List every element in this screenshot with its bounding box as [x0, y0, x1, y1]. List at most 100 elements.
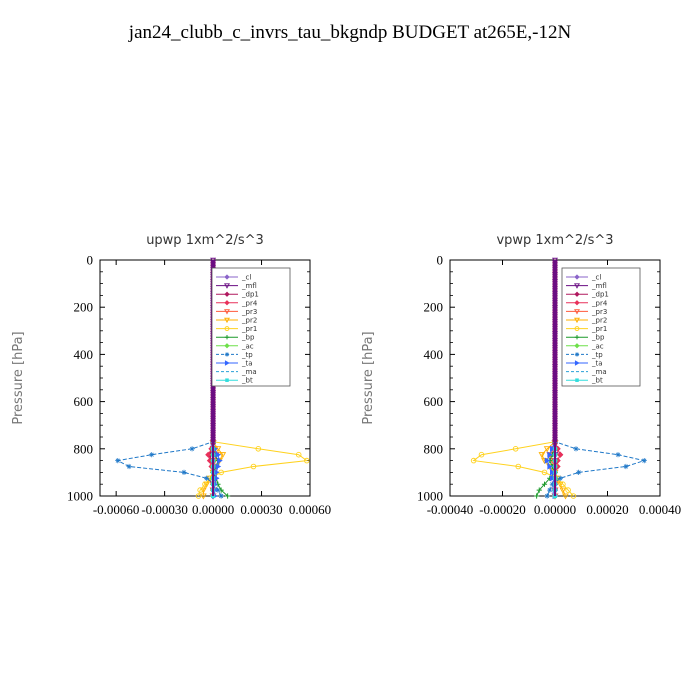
- data-point: [126, 463, 132, 470]
- data-point: [573, 446, 579, 452]
- legend-item: _pr3: [566, 308, 607, 316]
- legend-marker: [224, 309, 230, 315]
- data-point: [205, 451, 212, 458]
- series-pr1: [470, 260, 577, 499]
- data-point: [255, 446, 262, 452]
- data-point: [560, 481, 566, 487]
- y-tick-label: 1000: [417, 489, 443, 504]
- legend-label: _ac: [591, 342, 604, 350]
- data-point: [547, 463, 553, 470]
- data-point: [149, 452, 155, 458]
- legend-marker: [574, 343, 580, 349]
- legend-marker: [574, 283, 580, 289]
- legend-item: _pr2: [566, 317, 607, 325]
- series-line: [116, 260, 222, 497]
- legend-label: _tp: [241, 351, 253, 359]
- data-point: [543, 446, 551, 453]
- data-point: [615, 452, 621, 458]
- legend-item: _dp1: [566, 291, 609, 299]
- legend-item: _ma: [216, 368, 257, 376]
- legend-item: _cl: [566, 274, 601, 282]
- data-point: [215, 487, 221, 493]
- legend-label: _pr4: [591, 299, 608, 307]
- legend-item: _pr1: [216, 325, 257, 333]
- legend-label: _cl: [241, 274, 251, 282]
- data-point: [538, 452, 546, 459]
- legend-item: _bt: [566, 377, 603, 385]
- x-tick-label: -0.00060: [93, 502, 140, 517]
- y-tick-label: 200: [424, 300, 444, 315]
- y-tick-label: 600: [424, 394, 444, 409]
- y-tick-label: 200: [74, 300, 94, 315]
- data-point: [200, 493, 207, 500]
- legend-item: _ac: [566, 342, 604, 350]
- legend-item: _ta: [216, 360, 253, 368]
- data-point: [559, 487, 567, 494]
- legend-marker: [574, 360, 580, 366]
- legend-item: _pr1: [566, 325, 607, 333]
- data-point: [544, 493, 550, 499]
- y-tick-label: 600: [74, 394, 94, 409]
- legend-label: _cl: [591, 274, 601, 282]
- legend-label: _pr3: [241, 308, 257, 316]
- x-tick-label: -0.00030: [141, 502, 188, 517]
- legend-marker: [224, 352, 230, 357]
- data-point: [204, 475, 210, 481]
- legend-item: _ta: [566, 360, 603, 368]
- data-point: [536, 487, 542, 493]
- legend-item: _tp: [216, 351, 253, 359]
- legend-label: _bt: [241, 377, 253, 385]
- data-point: [549, 469, 556, 476]
- data-point: [197, 487, 203, 493]
- legend-label: _mfl: [241, 282, 257, 290]
- legend-marker: [574, 317, 580, 324]
- legend-item: _mfl: [566, 282, 607, 290]
- legend-marker: [574, 300, 580, 306]
- panel-title: vpwp 1xm^2/s^3: [496, 233, 613, 248]
- data-point: [565, 487, 571, 493]
- legend: _cl_mfl_dp1_pr4_pr3_pr2_pr1_bp_ac_tp_ta_…: [561, 267, 641, 387]
- legend-label: _ma: [241, 368, 257, 376]
- data-point: [641, 458, 647, 464]
- data-point: [547, 451, 553, 458]
- x-tick-label: -0.00040: [427, 502, 474, 517]
- legend-label: _bp: [591, 334, 605, 342]
- legend-label: _pr1: [591, 325, 607, 333]
- y-axis-label: Pressure [hPa]: [361, 331, 376, 424]
- legend-item: _bp: [566, 334, 605, 342]
- data-point: [541, 469, 548, 476]
- legend-box: [561, 267, 641, 387]
- data-point: [478, 451, 485, 458]
- data-point: [115, 458, 121, 464]
- legend-marker: [574, 335, 580, 340]
- legend-label: _mfl: [591, 282, 607, 290]
- zero-stack: [552, 257, 558, 496]
- legend-marker: [575, 378, 579, 382]
- x-tick-label: 0.00000: [534, 502, 576, 517]
- legend-label: _ta: [241, 360, 253, 368]
- legend-item: _pr3: [216, 308, 257, 316]
- legend-marker: [224, 343, 230, 349]
- legend-label: _pr2: [241, 317, 257, 325]
- x-tick-label: -0.00020: [479, 502, 526, 517]
- legend-marker: [224, 335, 230, 340]
- legend-marker: [224, 274, 230, 280]
- legend-label: _pr1: [241, 325, 257, 333]
- legend-item: _pr2: [216, 317, 257, 325]
- y-tick-label: 0: [87, 253, 94, 268]
- legend-item: _ma: [566, 368, 607, 376]
- data-point: [303, 457, 310, 464]
- legend-marker: [574, 326, 580, 332]
- data-point: [219, 452, 227, 459]
- data-point: [556, 481, 564, 488]
- data-point: [534, 493, 540, 499]
- data-point: [512, 446, 519, 452]
- legend-marker: [574, 352, 580, 357]
- vpwp-panel: vpwp 1xm^2/s^3 Pressure [hPa] 0 200 400 600 80…: [361, 233, 681, 517]
- series-tp: [115, 260, 224, 499]
- legend-marker: [224, 360, 230, 366]
- legend-item: _pr4: [216, 299, 258, 307]
- data-point: [623, 463, 629, 470]
- legend-label: _ac: [241, 342, 254, 350]
- y-tick-label: 1000: [67, 489, 93, 504]
